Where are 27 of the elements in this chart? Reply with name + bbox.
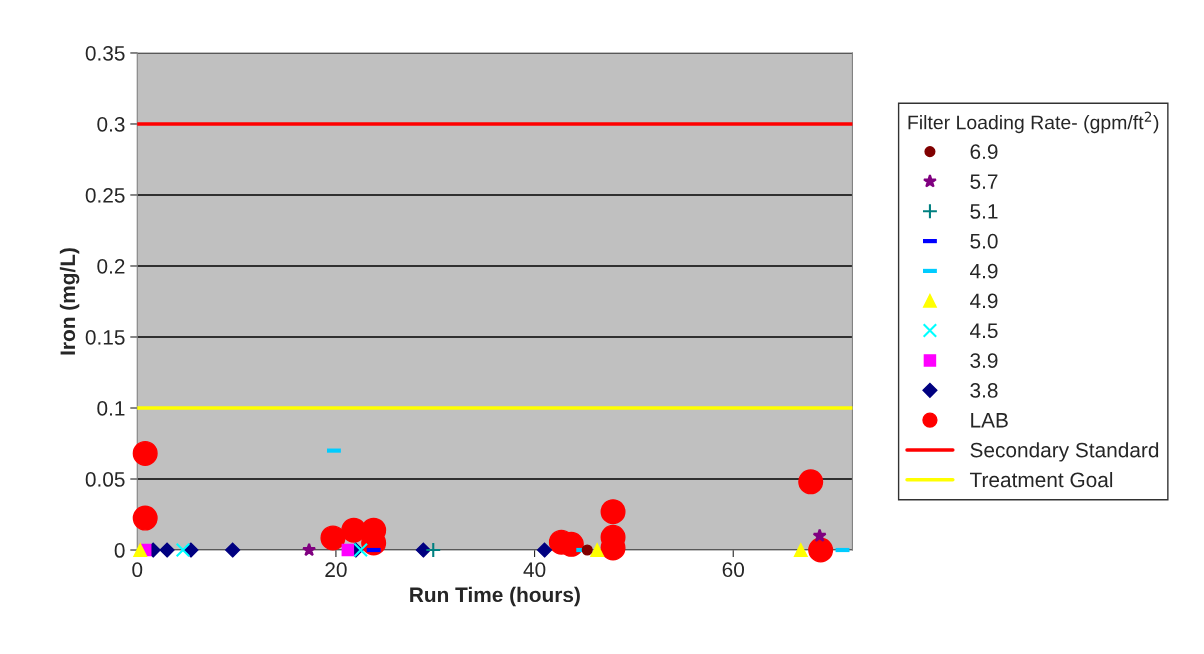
legend-label: LAB [971, 413, 1008, 428]
x-tick-label: 60 [722, 562, 745, 578]
legend-label: 4.9 [970, 293, 998, 309]
legend-label: 4.5 [970, 323, 998, 339]
y-tick-label: 0.25 [85, 187, 125, 203]
y-tick-label: 0.05 [85, 472, 125, 487]
legend-title: Filter Loading Rate- (gpm/ft$^{2}$) [908, 111, 1159, 134]
y-tick-label: 0.3 [97, 116, 125, 132]
y-tick-label: 0.35 [85, 45, 125, 61]
x-tick-label: 40 [523, 562, 546, 578]
y-tick-label: 0.2 [97, 258, 125, 274]
legend-label: 5.7 [970, 174, 998, 189]
y-axis-title: Iron (mg/L) [59, 248, 80, 355]
legend-label: 3.9 [970, 353, 998, 368]
x-tick-label: 0 [132, 562, 143, 578]
legend-label: 5.0 [970, 233, 998, 249]
x-tick-label: 20 [325, 562, 347, 578]
y-tick-label: 0.15 [85, 330, 125, 345]
x-axis-title: Run Time (hours) [410, 586, 580, 607]
legend-label: 6.9 [970, 144, 998, 160]
legend-label: Treatment Goal [969, 471, 1113, 488]
legend-label: 5.1 [970, 204, 998, 219]
legend-label: Secondary Standard [970, 442, 1159, 462]
y-tick-label: 0 [114, 543, 125, 558]
legend-label: 3.8 [970, 383, 998, 398]
y-tick-label: 0.1 [97, 401, 125, 416]
legend-label: 4.9 [970, 263, 998, 279]
